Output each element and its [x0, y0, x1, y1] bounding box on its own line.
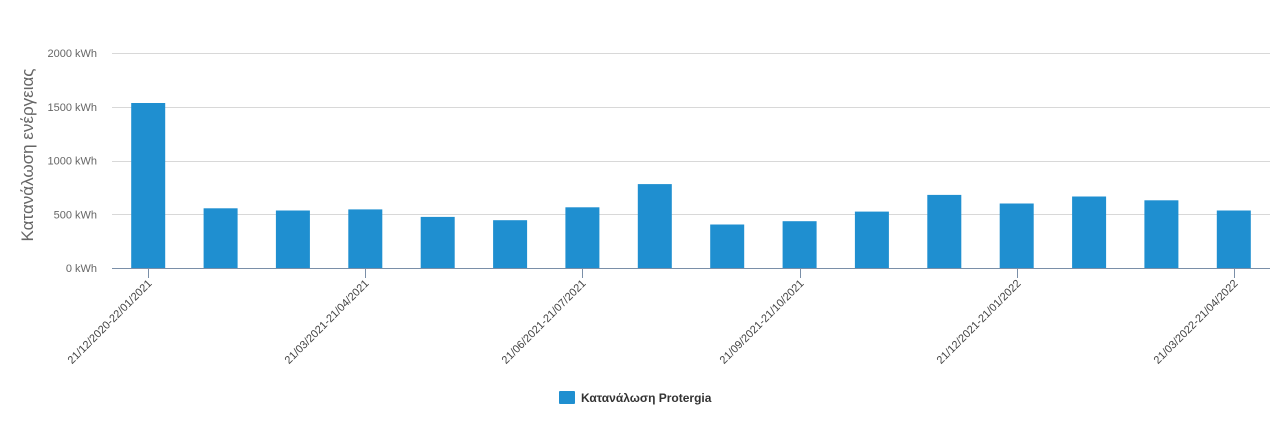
x-tick-label: 21/03/2022-21/04/2022: [1152, 278, 1241, 367]
bar[interactable]: [782, 221, 817, 268]
y-tick-label: 2000 kWh: [47, 48, 97, 60]
bar[interactable]: [710, 224, 745, 269]
y-tick-label: 1500 kWh: [47, 102, 97, 114]
y-tick-label: 1000 kWh: [47, 156, 97, 168]
bar[interactable]: [1072, 196, 1107, 269]
bar[interactable]: [1144, 200, 1179, 268]
bar[interactable]: [565, 207, 600, 268]
x-tick-label: 21/09/2021-21/10/2021: [718, 278, 807, 367]
bars: [131, 103, 1251, 268]
bar[interactable]: [493, 220, 528, 268]
x-tick-label: 21/12/2020-22/01/2021: [66, 278, 155, 367]
bar[interactable]: [637, 184, 672, 268]
bar[interactable]: [420, 216, 455, 268]
x-tick-label: 21/03/2021-21/04/2021: [283, 278, 372, 367]
bar[interactable]: [1216, 210, 1251, 269]
x-tick-label: 21/06/2021-21/07/2021: [500, 278, 589, 367]
bar[interactable]: [348, 209, 383, 268]
legend-label: Κατανάλωση Protergia: [581, 391, 712, 405]
bar[interactable]: [203, 208, 238, 268]
bar[interactable]: [131, 103, 166, 268]
legend[interactable]: Κατανάλωση Protergia: [559, 391, 712, 405]
y-tick-label: 500 kWh: [54, 209, 97, 221]
bar[interactable]: [275, 210, 310, 269]
legend-swatch: [559, 391, 575, 404]
y-axis-title: Κατανάλωση ενέργειας: [18, 69, 37, 242]
bar[interactable]: [999, 203, 1034, 269]
bar[interactable]: [854, 211, 889, 268]
bar[interactable]: [927, 194, 962, 268]
x-tick-label: 21/12/2021-21/01/2022: [935, 278, 1024, 367]
y-tick-label: 0 kWh: [66, 263, 97, 275]
y-axis-ticks: 0 kWh 500 kWh 1000 kWh 1500 kWh 2000 kWh: [47, 48, 97, 275]
x-axis-ticks: 21/12/2020-22/01/2021 21/03/2021-21/04/20…: [66, 268, 1270, 367]
gridlines: [112, 53, 1270, 215]
